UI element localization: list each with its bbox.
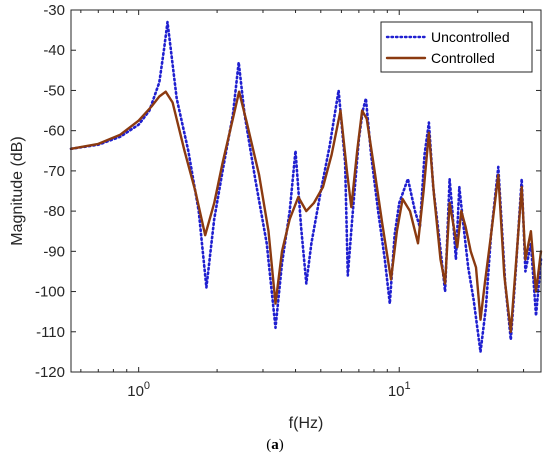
legend: Uncontrolled Controlled bbox=[380, 21, 533, 73]
legend-box bbox=[380, 21, 533, 73]
y-tick-label: -100 bbox=[35, 284, 65, 301]
y-tick-label: -60 bbox=[43, 123, 65, 140]
x-axis-title: f(Hz) bbox=[289, 415, 324, 432]
x-tick-label: 101 bbox=[388, 380, 411, 400]
y-tick-label: -90 bbox=[43, 243, 65, 260]
caption-open: ( bbox=[266, 437, 272, 453]
y-tick-label: -70 bbox=[43, 163, 65, 180]
series-line-controlled bbox=[69, 90, 543, 333]
x-tick-label: 100 bbox=[127, 380, 150, 400]
y-tick-label: -120 bbox=[35, 364, 65, 381]
y-tick-label: -80 bbox=[43, 203, 65, 220]
y-tick-label: -40 bbox=[43, 42, 65, 59]
ticks-layer: -30 -40 -50 -60 -70 -80 -90 -100 -110 -120 100 101 bbox=[35, 2, 541, 400]
figure-caption: (a) bbox=[0, 437, 550, 454]
y-tick-label: -50 bbox=[43, 82, 65, 99]
series-layer bbox=[69, 20, 543, 354]
caption-close: ) bbox=[278, 437, 284, 453]
legend-label: Uncontrolled bbox=[431, 29, 510, 45]
y-tick-label: -110 bbox=[36, 324, 65, 341]
caption-letter: a bbox=[271, 437, 279, 453]
y-axis-title: Magnitude (dB) bbox=[9, 136, 26, 245]
x-tick-exponent: 0 bbox=[144, 380, 150, 392]
axes-box bbox=[70, 9, 542, 373]
x-tick-exponent: 1 bbox=[405, 380, 411, 392]
legend-label: Controlled bbox=[431, 50, 495, 66]
y-tick-label: -30 bbox=[43, 2, 65, 19]
